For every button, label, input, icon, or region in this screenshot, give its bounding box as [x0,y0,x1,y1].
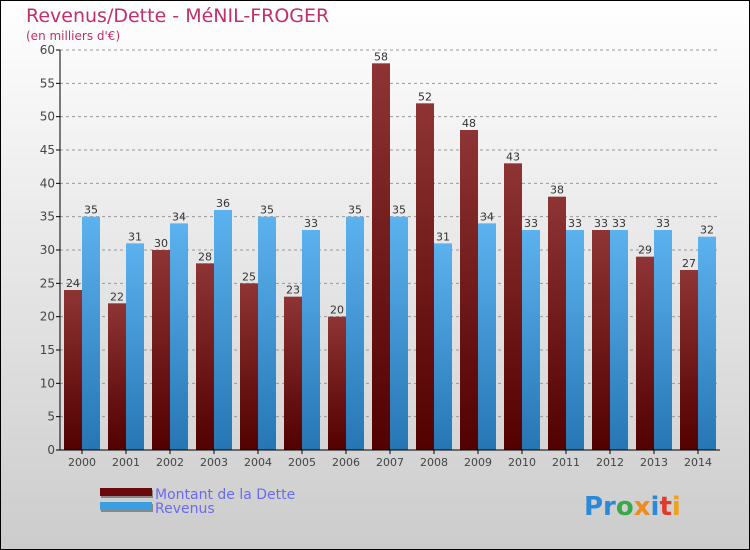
data-label: 34 [480,210,494,223]
x-tick-label: 2008 [420,456,448,469]
bar-revenus [170,223,188,450]
data-label: 58 [374,50,388,63]
bar-dette [328,316,346,450]
bar-revenus [654,230,672,450]
x-tick-label: 2005 [288,456,316,469]
data-label: 48 [462,117,476,130]
bar-revenus [214,210,232,450]
data-label: 22 [110,290,124,303]
bar-revenus [82,216,100,450]
y-tick-label: 50 [40,110,55,124]
data-label: 23 [286,284,300,297]
y-tick-label: 10 [40,376,55,390]
proxiti-logo: Proxiti [584,492,681,522]
chart-title: Revenus/Dette - MéNIL-FROGER [26,5,329,27]
x-tick-label: 2002 [156,456,184,469]
x-tick-label: 2009 [464,456,492,469]
legend-label: Revenus [155,501,215,517]
bar-dette [416,103,434,450]
data-label: 31 [128,230,142,243]
data-label: 34 [172,210,186,223]
data-label: 30 [154,237,168,250]
data-label: 25 [242,270,256,283]
data-label: 31 [436,230,450,243]
bar-dette [548,196,566,450]
data-label: 33 [524,217,538,230]
data-label: 43 [506,150,520,163]
y-tick-label: 20 [40,310,55,324]
data-label: 35 [260,204,274,217]
bar-dette [460,130,478,450]
x-tick-label: 2012 [596,456,624,469]
y-tick-label: 35 [40,210,55,224]
y-tick-label: 15 [40,343,55,357]
chart-subtitle: (en milliers d'€) [26,29,120,43]
bar-revenus [302,230,320,450]
bar-dette [284,296,302,450]
data-label: 33 [568,217,582,230]
bar-dette [240,283,258,450]
bar-revenus [698,236,716,450]
legend-swatch [100,502,152,510]
bar-revenus [610,230,628,450]
bar-dette [108,303,126,450]
bar-revenus [390,216,408,450]
data-label: 38 [550,184,564,197]
legend-swatch [100,488,152,496]
bar-revenus [346,216,364,450]
data-label: 35 [392,204,406,217]
bar-dette [680,270,698,450]
bar-dette [64,290,82,450]
bar-dette [152,250,170,450]
bar-dette [372,63,390,450]
x-tick-label: 2011 [552,456,580,469]
x-tick-label: 2014 [684,456,712,469]
bar-revenus [566,230,584,450]
data-label: 24 [66,277,80,290]
bar-dette [592,230,610,450]
y-tick-label: 40 [40,176,55,190]
x-tick-label: 2006 [332,456,360,469]
legend-label: Montant de la Dette [155,487,295,503]
y-tick-label: 5 [47,410,55,424]
data-label: 36 [216,197,230,210]
bar-revenus [258,216,276,450]
y-tick-label: 60 [40,43,55,57]
bar-revenus [126,243,144,450]
data-label: 27 [682,257,696,270]
bar-dette [504,163,522,451]
x-tick-label: 2003 [200,456,228,469]
x-tick-label: 2001 [112,456,140,469]
x-tick-label: 2013 [640,456,668,469]
x-tick-label: 2004 [244,456,272,469]
y-tick-label: 30 [40,243,55,257]
bar-revenus [434,243,452,450]
data-label: 32 [700,224,714,237]
data-label: 35 [348,204,362,217]
data-label: 20 [330,304,344,317]
bar-revenus [522,230,540,450]
data-label: 35 [84,204,98,217]
y-tick-label: 55 [40,76,55,90]
data-label: 28 [198,250,212,263]
y-tick-label: 0 [47,443,55,457]
data-label: 33 [594,217,608,230]
data-label: 33 [656,217,670,230]
y-tick-label: 25 [40,276,55,290]
data-label: 52 [418,90,432,103]
x-tick-label: 2000 [68,456,96,469]
data-label: 29 [638,244,652,257]
bar-dette [196,263,214,450]
data-label: 33 [304,217,318,230]
data-label: 33 [612,217,626,230]
bar-dette [636,256,654,450]
y-tick-label: 45 [40,143,55,157]
bar-revenus [478,223,496,450]
x-tick-label: 2010 [508,456,536,469]
x-tick-label: 2007 [376,456,404,469]
